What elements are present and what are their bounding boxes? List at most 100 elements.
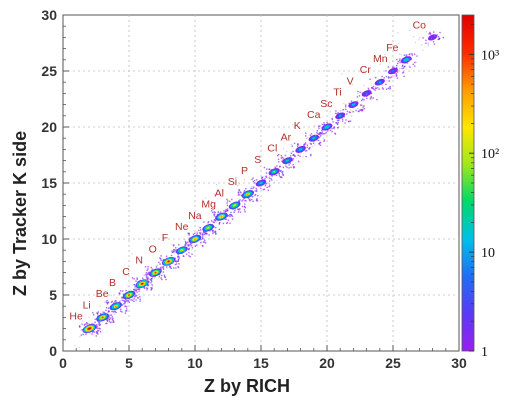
cluster-point (124, 301, 126, 303)
cluster-point (236, 208, 239, 210)
cluster-s (263, 165, 285, 180)
background-point (430, 37, 433, 39)
cluster-point (110, 317, 112, 319)
background-point (189, 238, 191, 240)
background-point (338, 118, 340, 120)
cluster-point (310, 154, 312, 157)
cluster-point (134, 288, 136, 290)
cluster-density-level (220, 215, 223, 218)
cluster-point (175, 267, 177, 269)
background-point (143, 274, 145, 276)
cluster-point (199, 233, 202, 235)
background-point (158, 272, 160, 274)
cluster-point (393, 66, 395, 68)
cluster-point (166, 266, 168, 268)
cluster-point (372, 87, 374, 90)
cluster-point (185, 244, 187, 246)
background-point (205, 228, 207, 230)
cluster-point (106, 322, 108, 325)
background-point (381, 84, 383, 86)
cluster-point (186, 241, 189, 243)
background-point (222, 190, 224, 192)
cluster-point (230, 214, 232, 216)
cluster-point (336, 122, 339, 125)
cluster-point (230, 211, 232, 214)
cluster-point (309, 147, 311, 149)
background-point (102, 312, 104, 314)
background-point (420, 44, 423, 46)
cluster-point (229, 214, 231, 216)
colorbar-tick-label: 10 (481, 246, 495, 261)
cluster-point (370, 95, 372, 98)
background-point (282, 147, 285, 149)
cluster-cr (369, 75, 391, 90)
cluster-density-level (127, 294, 131, 296)
cluster-point (224, 210, 227, 212)
cluster-point (319, 132, 322, 134)
background-point (374, 86, 376, 88)
cluster-point (359, 109, 361, 111)
background-point (264, 175, 266, 178)
cluster-point (244, 203, 246, 205)
cluster-point (185, 242, 187, 244)
cluster-point (178, 263, 180, 265)
cluster-point (241, 205, 244, 208)
cluster-point (278, 175, 281, 177)
cluster-point (247, 197, 250, 199)
cluster-point (109, 314, 111, 316)
cluster-point (261, 176, 264, 178)
background-point (184, 238, 186, 241)
cluster-point (97, 311, 99, 313)
cluster-point (135, 290, 137, 292)
cluster-point (432, 41, 435, 43)
background-point (408, 65, 410, 67)
cluster-point (225, 208, 227, 211)
cluster-point (121, 290, 124, 292)
cluster-point (100, 312, 102, 315)
cluster-point (175, 247, 177, 249)
cluster-point (234, 209, 236, 212)
element-label-ca: Ca (307, 109, 321, 121)
background-point (314, 144, 316, 146)
cluster-point (178, 257, 180, 259)
background-point (269, 178, 271, 180)
cluster-point (136, 277, 138, 279)
cluster-point (191, 247, 194, 249)
cluster-point (80, 334, 83, 336)
cluster-point (161, 278, 163, 281)
cluster-ne (184, 232, 207, 247)
background-point (125, 297, 127, 299)
cluster-point (254, 194, 256, 197)
cluster-point (202, 238, 204, 240)
background-point (427, 42, 429, 44)
cluster-point (374, 89, 376, 91)
cluster-point (361, 108, 364, 111)
cluster-point (216, 213, 219, 216)
cluster-point (233, 211, 235, 214)
cluster-point (322, 133, 325, 135)
cluster-point (303, 144, 305, 146)
cluster-point (169, 266, 171, 268)
cluster-point (396, 71, 399, 73)
cluster-density-level (193, 238, 197, 240)
cluster-point (255, 199, 258, 202)
cluster-point (173, 248, 175, 251)
background-point (311, 145, 313, 148)
background-point (370, 98, 372, 100)
cluster-point (317, 125, 320, 127)
cluster-point (239, 208, 241, 210)
cluster-density-level (114, 305, 117, 308)
background-point (394, 75, 396, 77)
cluster-point (185, 253, 188, 256)
cluster-point (105, 319, 107, 321)
background-point (116, 297, 118, 299)
cluster-point (264, 178, 266, 180)
cluster-point (139, 300, 141, 302)
colorbar: 1 10 10² 10³ (461, 14, 499, 360)
cluster-point (409, 66, 411, 68)
background-point (81, 320, 84, 322)
cluster-point (196, 244, 198, 246)
cluster-point (238, 209, 240, 211)
cluster-point (146, 277, 148, 280)
